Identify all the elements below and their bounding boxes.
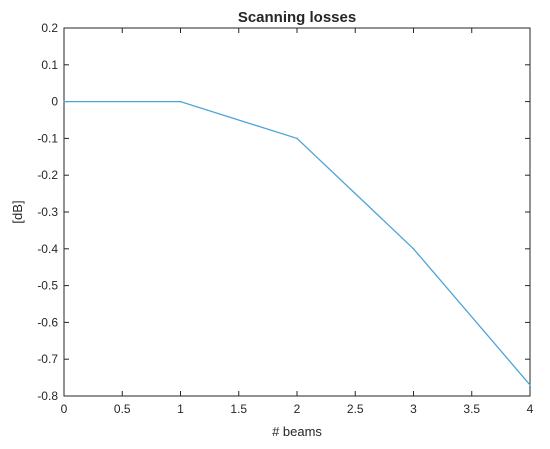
y-tick-label: -0.8 bbox=[37, 389, 58, 403]
y-tick-label: -0.1 bbox=[37, 131, 58, 145]
data-point bbox=[412, 248, 415, 250]
x-tick-label: 3.5 bbox=[463, 402, 480, 416]
plot-area bbox=[63, 27, 531, 397]
y-tick-label: 0 bbox=[51, 95, 58, 109]
data-point bbox=[63, 100, 65, 103]
y-tick-label: -0.2 bbox=[37, 168, 58, 182]
y-tick-label: -0.7 bbox=[37, 352, 58, 366]
x-tick-label: 0 bbox=[61, 402, 68, 416]
plot-frame bbox=[63, 27, 531, 397]
data-point bbox=[179, 100, 182, 103]
x-tick-label: 3 bbox=[410, 402, 417, 416]
y-tick-label: -0.6 bbox=[37, 315, 58, 329]
data-point bbox=[529, 384, 531, 386]
x-tick-label: 2 bbox=[294, 402, 301, 416]
y-tick-label: 0.2 bbox=[41, 21, 58, 35]
x-tick-label: 2.5 bbox=[347, 402, 364, 416]
y-tick-label: -0.3 bbox=[37, 205, 58, 219]
x-axis-label: # beams bbox=[272, 424, 322, 439]
y-axis-label: [dB] bbox=[10, 200, 25, 223]
x-tick-label: 1.5 bbox=[230, 402, 247, 416]
x-tick-label: 4 bbox=[527, 402, 534, 416]
axis-ticks: 0 0.5 1 1.5 2 2.5 3 3.5 4 0.2 0.1 0 -0.1 -0.2 -0.3 -0.4… bbox=[37, 21, 533, 416]
y-tick-label: -0.4 bbox=[37, 242, 58, 256]
x-tick-label: 0.5 bbox=[114, 402, 131, 416]
y-tick-label: 0.1 bbox=[41, 58, 58, 72]
data-point bbox=[296, 137, 298, 140]
series-layer bbox=[63, 100, 531, 386]
chart-title: Scanning losses bbox=[238, 9, 356, 26]
y-tick-label: -0.5 bbox=[37, 279, 58, 293]
x-tick-label: 1 bbox=[177, 402, 184, 416]
